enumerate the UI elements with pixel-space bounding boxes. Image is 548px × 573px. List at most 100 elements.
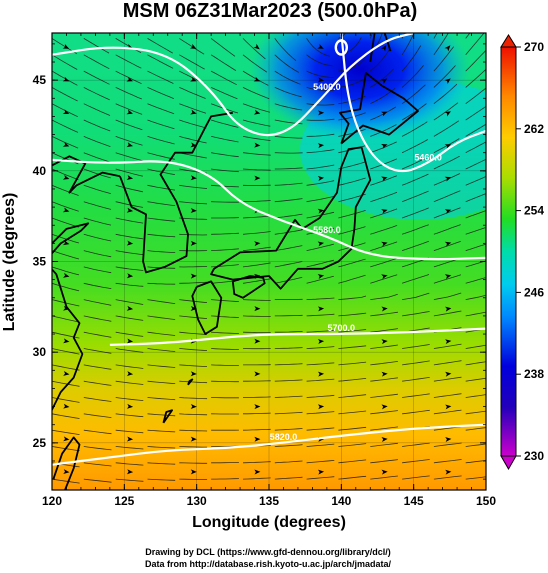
colorbar-tick-label: 262 — [524, 122, 544, 136]
wind-arrow — [190, 436, 197, 442]
wind-arrow — [126, 338, 134, 344]
wind-arrow — [126, 273, 134, 279]
coastline — [210, 146, 372, 290]
wind-arrow — [126, 305, 134, 311]
x-tick-label: 130 — [187, 494, 207, 508]
wind-arrow — [254, 142, 261, 148]
wind-arrow — [317, 338, 325, 344]
y-axis: 25 30 35 40 45 — [33, 43, 486, 480]
footer-line-2: Data from http://database.rish.kyoto-u.a… — [145, 559, 392, 569]
colorbar-tick-label: 246 — [524, 285, 544, 299]
x-tick-label: 150 — [476, 494, 496, 508]
wind-arrow — [126, 76, 133, 82]
wind-arrow — [190, 109, 197, 115]
wind-arrow — [317, 274, 325, 280]
wind-arrow — [444, 176, 452, 182]
gridlines — [52, 33, 486, 490]
x-tick-label: 120 — [42, 494, 62, 508]
coastline — [119, 111, 233, 274]
wind-arrow — [190, 76, 197, 82]
contour-label: 5400.0 — [313, 82, 341, 92]
colorbar-tick-label: 254 — [524, 204, 544, 218]
coastline — [52, 436, 81, 490]
colorbar-tick-label: 238 — [524, 367, 544, 381]
y-tick-label: 40 — [33, 164, 47, 178]
wind-arrow — [445, 339, 452, 345]
wind-arrow — [126, 175, 134, 180]
wind-arrow — [317, 469, 325, 475]
y-tick-label: 25 — [33, 436, 47, 450]
wind-arrow — [380, 111, 388, 117]
colorbar-ticks: 230 238 246 254 262 270 — [516, 40, 544, 463]
wind-arrow — [63, 370, 70, 376]
wind-arrow — [317, 43, 324, 49]
wind-arrow — [444, 144, 452, 149]
contour-label: 5460.0 — [414, 153, 442, 163]
wind-arrow — [254, 338, 261, 344]
contour-label: 5580.0 — [313, 225, 341, 235]
wind-arrow — [190, 208, 197, 214]
low-center-contour — [334, 39, 348, 56]
wind-arrow — [62, 76, 70, 82]
wind-arrow — [381, 241, 388, 247]
x-axis-title: Longitude (degrees) — [192, 514, 346, 531]
wind-arrow — [253, 76, 261, 82]
wind-arrow — [380, 78, 388, 84]
wind-arrow — [63, 403, 70, 409]
wind-arrow — [254, 436, 261, 442]
wind-arrow — [254, 469, 261, 475]
wind-arrow — [381, 404, 388, 410]
wind-arrow — [63, 469, 70, 475]
colorbar: 230 238 246 254 262 270 — [500, 34, 544, 471]
wind-arrow — [444, 111, 451, 117]
contour-label: 5700.0 — [328, 323, 356, 333]
x-tick-label: 145 — [404, 494, 424, 508]
contour-line — [340, 33, 486, 173]
wind-arrow — [190, 404, 197, 410]
wind-arrow — [380, 45, 387, 52]
wind-arrow — [317, 208, 325, 214]
x-tick-label: 135 — [259, 494, 279, 508]
wind-arrow — [317, 77, 325, 83]
colorbar-bottom-arrow — [500, 455, 517, 471]
wind-arrow — [62, 43, 70, 49]
x-tick-label: 140 — [331, 494, 351, 508]
wind-arrow — [126, 109, 133, 115]
wind-arrow — [126, 240, 134, 246]
wind-arrow — [254, 175, 261, 181]
footer-line-1: Drawing by DCL (https://www.gfd-dennou.o… — [145, 547, 391, 557]
wind-arrow — [126, 403, 134, 409]
wind-arrow — [126, 207, 134, 213]
wind-arrow — [381, 306, 388, 312]
wind-arrow — [62, 109, 70, 115]
wind-arrow — [381, 144, 388, 149]
wind-arrow — [190, 175, 197, 181]
wind-arrow — [254, 306, 261, 312]
plot-area: 5400.0 5460.0 5580.0 5700.0 5820.0 — [52, 33, 486, 490]
wind-arrow — [254, 241, 261, 247]
wind-arrow — [381, 274, 388, 280]
colorbar-top-arrow — [500, 34, 517, 48]
wind-arrow — [190, 469, 197, 475]
wind-arrow — [126, 469, 134, 475]
wind-arrow — [381, 339, 388, 345]
wind-arrow — [445, 371, 452, 377]
wind-arrow — [253, 109, 261, 115]
wind-arrow — [254, 404, 261, 410]
colorbar-tick-label: 270 — [524, 40, 544, 54]
wind-arrow — [445, 437, 452, 442]
wind-arrow — [381, 436, 388, 442]
coastline — [187, 378, 194, 386]
contour-line — [52, 33, 414, 137]
wind-arrow — [254, 371, 261, 377]
wind-arrow — [445, 404, 452, 410]
coastline — [52, 222, 90, 412]
wind-arrow — [63, 436, 70, 442]
wind-arrow — [126, 436, 134, 442]
coastlines — [52, 33, 419, 490]
wind-arrow — [381, 176, 388, 182]
wind-arrow — [317, 306, 325, 312]
wind-arrow — [126, 371, 134, 377]
wind-arrow — [190, 273, 197, 279]
